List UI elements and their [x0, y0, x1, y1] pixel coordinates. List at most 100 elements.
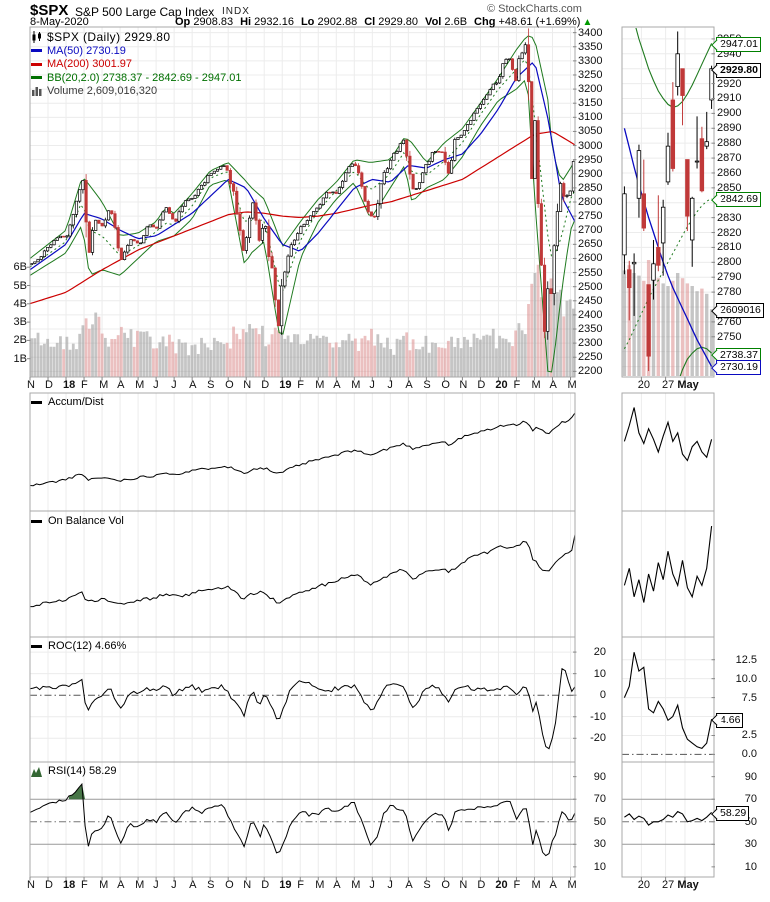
price-axis-label: 3100 — [578, 111, 603, 124]
rsi-axis-label: 30 — [593, 838, 606, 851]
date-axis-label: D — [261, 879, 270, 891]
date-axis-label: M — [135, 379, 145, 391]
rsi-panel-label: RSI(14) 58.29 — [31, 765, 116, 777]
ma200-line-icon — [31, 62, 44, 66]
date-axis-label: 18 — [63, 379, 76, 391]
rsi-area-icon — [31, 766, 45, 777]
price-axis-label: 2600 — [578, 252, 603, 265]
price-flag-ma50: 2730.19 — [716, 359, 761, 375]
volume-bars-icon — [31, 86, 44, 97]
rsi-axis-label: 10 — [593, 860, 606, 873]
date-axis-label: 20 — [495, 379, 508, 391]
date-axis-label: M — [567, 379, 577, 391]
legend-row-spx: $SPX (Daily) 2929.80 — [31, 29, 241, 44]
date-axis-label: J — [153, 379, 159, 391]
volume-axis-label: 5B — [13, 279, 27, 292]
stockcharts-credit-link[interactable]: © StockCharts.com — [487, 3, 582, 15]
date-axis-label: S — [207, 379, 215, 391]
legend-ma50-text: MA(50) 2730.19 — [47, 44, 126, 57]
date-axis-label: S — [423, 879, 431, 891]
symbol-name: S&P 500 Large Cap Index — [75, 5, 215, 19]
price-axis-label: 2900 — [578, 167, 603, 180]
date-axis-label: D — [45, 879, 53, 891]
mini-roc-axis-label: 10.0 — [735, 672, 757, 685]
date-axis-label: A — [189, 879, 197, 891]
date-axis-label: J — [369, 379, 375, 391]
low-value: 2902.88 — [317, 16, 358, 28]
date-axis-label: A — [117, 879, 125, 891]
price-axis-label: 3250 — [578, 68, 603, 81]
date-axis-label: S — [423, 379, 431, 391]
price-axis-label: 2550 — [578, 266, 603, 279]
date-axis-label: M — [531, 379, 541, 391]
rsi-label-text: RSI(14) 58.29 — [48, 765, 117, 777]
date-axis-label: M — [351, 879, 361, 891]
date-axis-label: F — [513, 379, 521, 391]
mini-date-axis-label: 27 — [662, 879, 675, 891]
mini-price-axis-label: 2860 — [717, 166, 742, 179]
date-axis-label: N — [27, 379, 35, 391]
accum-dist-label-text: Accum/Dist — [48, 396, 104, 408]
date-axis-label: N — [459, 879, 468, 891]
mini-price-axis-label: 2880 — [717, 137, 742, 150]
price-axis-label: 3200 — [578, 83, 603, 96]
date-axis-label: J — [171, 379, 177, 391]
date-axis-label: F — [297, 379, 304, 391]
legend-ma200-text: MA(200) 3001.97 — [47, 58, 132, 71]
price-legend: $SPX (Daily) 2929.80 MA(50) 2730.19 MA(2… — [31, 29, 241, 98]
mini-rsi-axis-label: 10 — [744, 860, 757, 873]
date-axis-label: M — [315, 379, 325, 391]
date-axis-label: M — [99, 379, 109, 391]
date-axis-label: J — [171, 879, 177, 891]
price-flag-bb_mid: 2842.69 — [716, 192, 761, 208]
date-axis-label: J — [387, 879, 393, 891]
legend-spx-text: $SPX (Daily) 2929.80 — [47, 29, 171, 44]
legend-row-ma50: MA(50) 2730.19 — [31, 44, 241, 58]
mini-roc-axis-label: 7.5 — [741, 691, 757, 704]
price-axis-label: 3000 — [578, 139, 603, 152]
price-axis-label: 2400 — [578, 308, 603, 321]
mini-roc-axis-label: 12.5 — [735, 653, 757, 666]
price-axis-label: 2250 — [578, 351, 603, 364]
price-axis-label: 2300 — [578, 337, 603, 350]
price-axis-label: 2650 — [578, 238, 603, 251]
obv-label-text: On Balance Vol — [48, 515, 124, 527]
mini-date-axis-label: 20 — [637, 379, 651, 391]
mini-date-axis-label: May — [677, 379, 699, 391]
price-axis-label: 2700 — [578, 224, 603, 237]
symbol[interactable]: $SPX — [30, 2, 69, 19]
date-axis-label: M — [351, 379, 361, 391]
price-axis-label: 3350 — [578, 40, 603, 53]
high-value: 2932.16 — [254, 16, 294, 28]
volume-value: 2.6B — [444, 16, 468, 28]
volume-axis-label: 1B — [13, 352, 27, 365]
legend-bollinger-text: BB(20,2.0) 2738.37 - 2842.69 - 2947.01 — [47, 71, 242, 84]
change-label: Chg — [474, 16, 496, 28]
date-axis-label: A — [333, 379, 341, 391]
change-up-arrow: ▲ — [582, 17, 593, 28]
roc-panel-label: ROC(12) 4.66% — [31, 640, 126, 652]
obv-line-icon — [31, 519, 45, 523]
volume-axis-label: 4B — [13, 297, 27, 310]
change-value: +48.61 (+1.69%) — [498, 16, 581, 28]
mini-roc-axis-label: 2.5 — [741, 729, 757, 742]
date-axis-label: A — [189, 379, 197, 391]
date-axis-label: 19 — [279, 379, 292, 391]
close-label: Cl — [364, 16, 376, 28]
roc-axis-label: -20 — [590, 732, 606, 745]
price-axis-label: 2200 — [578, 365, 603, 378]
mini-price-axis-label: 2800 — [717, 256, 742, 269]
rsi-value-flag: 58.29 — [716, 805, 750, 821]
roc-label-text: ROC(12) 4.66% — [48, 640, 127, 652]
chart-date: 8-May-2020 — [30, 16, 89, 28]
date-axis-label: N — [243, 879, 252, 891]
exchange-code: INDX — [222, 6, 250, 17]
legend-row-volume: Volume 2,609,016,320 — [31, 85, 241, 99]
mini-price-axis-label: 2830 — [717, 211, 742, 224]
open-label: Op — [175, 16, 191, 28]
volume-axis-label: 2B — [13, 334, 27, 347]
date-axis-label: 20 — [495, 879, 508, 891]
price-axis-label: 2450 — [578, 294, 603, 307]
